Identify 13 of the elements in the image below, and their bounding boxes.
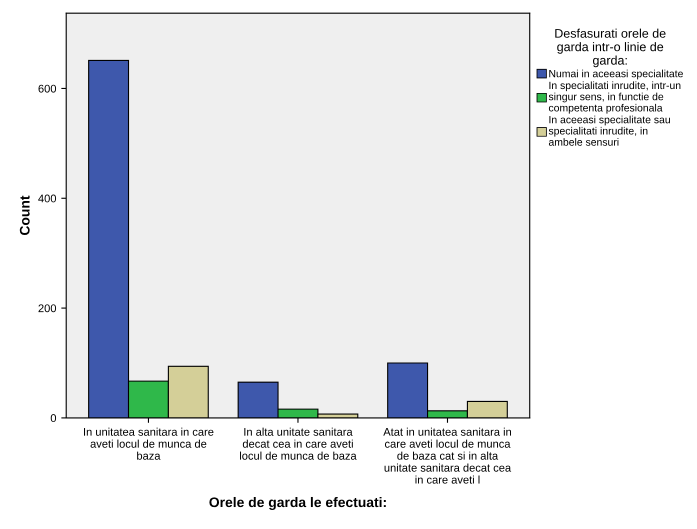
y-tick-label: 400 [38,194,56,202]
legend-label: In aceeasi specialitate sau specialitati inrudite, in ambele sensuri [548,116,670,146]
legend-label: In specialitati inrudite, intr-un singur sens, in functie de competenta profesionala [548,81,680,114]
legend-label: Numai in aceeasi specialitate [549,70,683,80]
y-tick-label: 200 [38,304,56,312]
x-axis-title: Orele de garda le efectuati: [209,496,386,510]
y-tick-label: 0 [50,414,56,422]
x-tick-label: Atat in unitatea sanitara in care aveti locul de munca de baza cat si in alta unitate sanitara decat cea in care aveti l [383,428,512,484]
x-tick-label: In unitatea sanitara in care aveti locul de munca de baza [84,428,214,460]
y-axis-title: Count [20,196,30,236]
y-tick-label: 600 [38,84,56,93]
x-tick-label: In alta unitate sanitara decat cea in care aveti locul de munca de baza [240,428,357,460]
legend-title: Desfasurati orele de garda intr-o linie de garda: [555,28,666,68]
